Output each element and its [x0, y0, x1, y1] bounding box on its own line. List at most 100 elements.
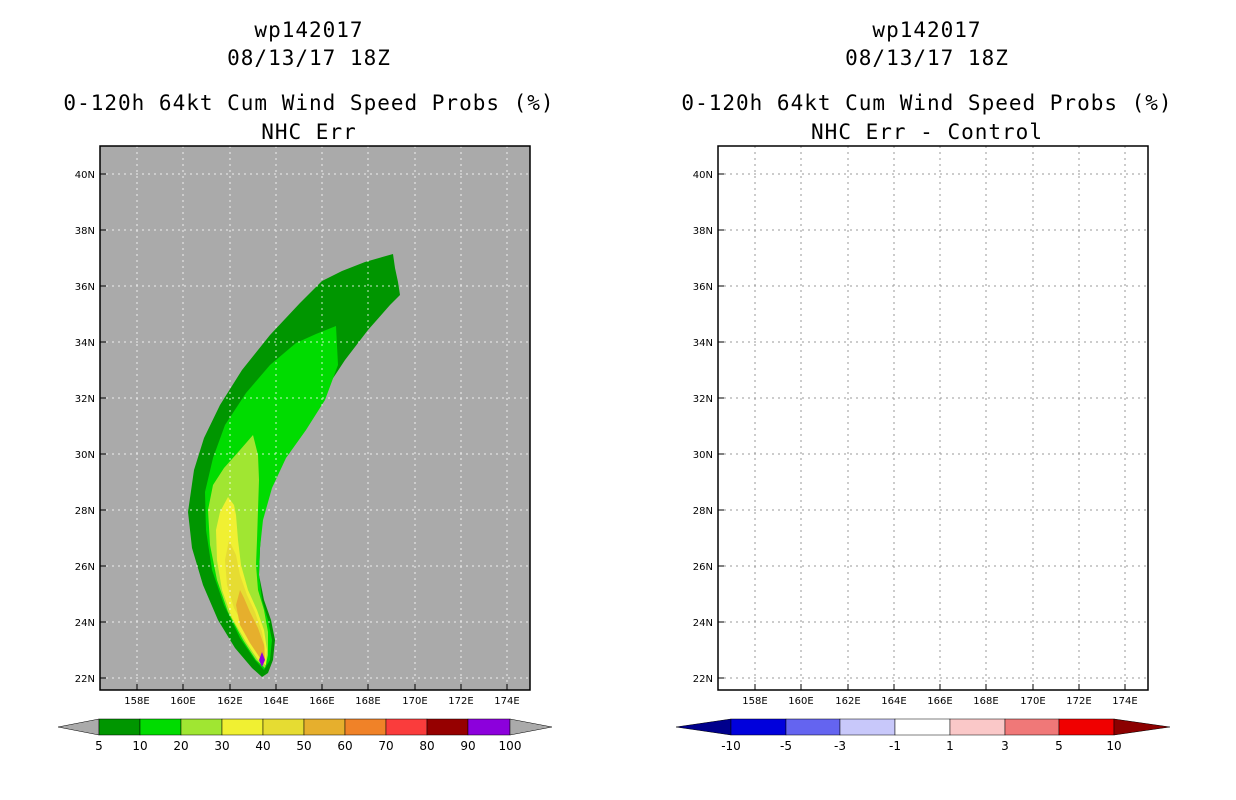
colorbar-swatch: [949, 718, 1006, 736]
lat-label: 36N: [693, 282, 713, 293]
lat-label: 30N: [693, 450, 713, 461]
colorbar-end-right: [509, 718, 553, 736]
colorbar-label: 10: [1106, 739, 1121, 753]
map-grid: [718, 146, 1148, 690]
lon-label: 166E: [927, 696, 952, 707]
lon-label: 164E: [881, 696, 906, 707]
lat-label: 22N: [693, 674, 713, 685]
colorbar-label: -3: [834, 739, 846, 753]
lon-label: 170E: [402, 696, 427, 707]
lon-label: 172E: [1066, 696, 1091, 707]
colorbar-label: 20: [173, 739, 188, 753]
left-panel: wp142017 08/13/17 18Z 0-120h 64kt Cum Wi…: [57, 18, 554, 753]
colorbar-swatch: [221, 718, 264, 736]
left-datetime: 08/13/17 18Z: [227, 46, 391, 70]
lon-label: 164E: [263, 696, 288, 707]
colorbar-label: 40: [255, 739, 270, 753]
colorbar-swatch: [344, 718, 387, 736]
colorbar-label: 5: [95, 739, 103, 753]
lon-label: 160E: [170, 696, 195, 707]
axis-ticks: [718, 173, 1126, 690]
colorbar-swatch: [385, 718, 428, 736]
contour-90: [259, 652, 265, 667]
lat-labels: 40N 38N 36N 34N 32N 30N 28N 26N 24N 22N: [693, 170, 713, 685]
colorbar-swatch: [467, 718, 511, 736]
left-colorbar-labels: 5 10 20 30 40 50 60 70 80 90 100: [95, 739, 521, 753]
lon-label: 168E: [973, 696, 998, 707]
lon-label: 170E: [1020, 696, 1045, 707]
lat-label: 28N: [693, 506, 713, 517]
colorbar-swatch: [426, 718, 469, 736]
colorbar-label: 50: [296, 739, 311, 753]
colorbar-swatch: [785, 718, 841, 736]
colorbar-label: -10: [721, 739, 741, 753]
right-map: 40N 38N 36N 34N 32N 30N 28N 26N 24N 22N …: [675, 145, 1171, 753]
lon-label: 166E: [309, 696, 334, 707]
left-colorbar: [57, 718, 553, 736]
colorbar-swatch: [262, 718, 305, 736]
lat-label: 32N: [75, 394, 95, 405]
colorbar-label: 10: [132, 739, 147, 753]
lon-label: 174E: [1112, 696, 1137, 707]
colorbar-label: -1: [889, 739, 901, 753]
lat-label: 22N: [75, 674, 95, 685]
contour-50: [236, 590, 265, 660]
lon-label: 158E: [742, 696, 767, 707]
lon-labels: 158E 160E 162E 164E 166E 168E 170E 172E …: [124, 696, 519, 707]
right-subtitle: NHC Err - Control: [811, 120, 1043, 144]
colorbar-swatch: [839, 718, 896, 736]
colorbar-swatch: [1004, 718, 1060, 736]
lat-label: 24N: [693, 618, 713, 629]
right-datetime: 08/13/17 18Z: [845, 46, 1009, 70]
probability-contours: [188, 254, 400, 677]
lat-label: 26N: [75, 562, 95, 573]
right-colorbar-labels: -10 -5 -3 -1 1 3 5 10: [721, 739, 1121, 753]
right-storm-id: wp142017: [872, 18, 982, 42]
colorbar-label: 5: [1055, 739, 1063, 753]
right-colorbar: [675, 718, 1171, 736]
lat-label: 24N: [75, 618, 95, 629]
lat-label: 38N: [693, 226, 713, 237]
lat-label: 40N: [75, 170, 95, 181]
colorbar-swatch: [98, 718, 141, 736]
lon-label: 174E: [494, 696, 519, 707]
lon-labels: 158E 160E 162E 164E 166E 168E 170E 172E …: [742, 696, 1137, 707]
colorbar-end-left: [675, 718, 732, 736]
colorbar-label: 3: [1001, 739, 1009, 753]
colorbar-end-right: [1113, 718, 1171, 736]
lat-label: 26N: [693, 562, 713, 573]
colorbar-swatch: [303, 718, 346, 736]
lon-label: 168E: [355, 696, 380, 707]
colorbar-swatch: [730, 718, 787, 736]
colorbar-end-left: [57, 718, 100, 736]
map-background: [100, 146, 530, 690]
lat-label: 34N: [75, 338, 95, 349]
colorbar-label: 100: [499, 739, 522, 753]
lon-label: 162E: [217, 696, 242, 707]
lat-label: 40N: [693, 170, 713, 181]
colorbar-label: -5: [780, 739, 792, 753]
map-frame: [99, 145, 531, 691]
lat-label: 28N: [75, 506, 95, 517]
colorbar-label: 80: [419, 739, 434, 753]
colorbar-swatch: [1058, 718, 1115, 736]
right-panel: wp142017 08/13/17 18Z 0-120h 64kt Cum Wi…: [618, 0, 1236, 800]
lat-labels: 40N 38N 36N 34N 32N 30N 28N 26N 24N 22N: [75, 170, 95, 685]
left-subtitle: NHC Err: [261, 120, 357, 144]
lat-label: 30N: [75, 450, 95, 461]
lon-label: 162E: [835, 696, 860, 707]
lon-label: 172E: [448, 696, 473, 707]
lat-label: 34N: [693, 338, 713, 349]
colorbar-label: 1: [946, 739, 954, 753]
map-frame: [717, 145, 1149, 691]
lat-label: 38N: [75, 226, 95, 237]
left-map: 40N 38N 36N 34N 32N 30N 28N 26N 24N 22N …: [57, 145, 553, 753]
map-background: [718, 146, 1148, 690]
right-product-title: 0-120h 64kt Cum Wind Speed Probs (%): [681, 91, 1173, 115]
colorbar-label: 90: [460, 739, 475, 753]
colorbar-swatch: [180, 718, 223, 736]
colorbar-label: 60: [337, 739, 352, 753]
map-grid: [100, 146, 530, 690]
colorbar-swatch: [139, 718, 182, 736]
axis-ticks: [100, 173, 508, 690]
